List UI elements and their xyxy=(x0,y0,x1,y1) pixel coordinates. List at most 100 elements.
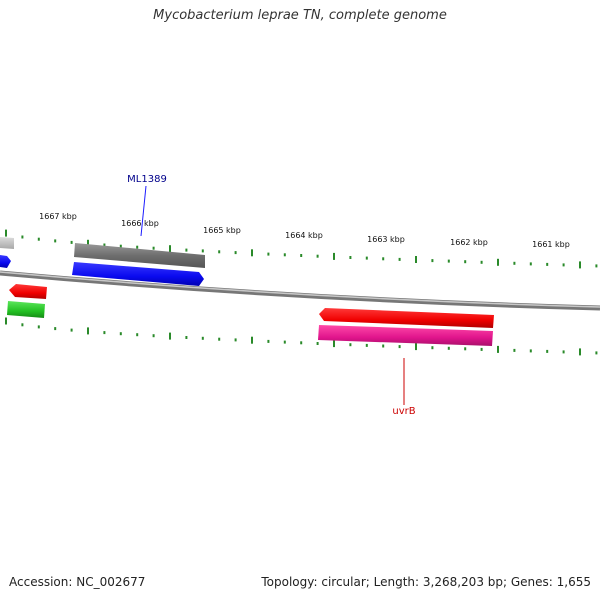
minor-tick xyxy=(316,254,319,258)
major-tick xyxy=(415,343,417,351)
minor-tick xyxy=(267,339,270,343)
minor-tick xyxy=(398,345,401,349)
minor-tick xyxy=(595,264,598,268)
minor-tick xyxy=(152,246,155,250)
lower-tick-marks xyxy=(5,317,598,356)
minor-tick xyxy=(529,262,532,266)
minor-tick xyxy=(201,249,204,253)
tick-label-1666: 1666 kbp xyxy=(121,219,159,228)
minor-tick xyxy=(316,342,319,345)
minor-tick xyxy=(513,348,516,352)
minor-tick xyxy=(103,331,106,335)
minor-tick xyxy=(119,332,122,336)
feature-light-gray-left[interactable] xyxy=(0,237,14,249)
major-tick xyxy=(415,256,417,263)
minor-tick xyxy=(70,240,73,244)
feature-red-small[interactable] xyxy=(9,284,47,299)
minor-tick xyxy=(218,250,221,254)
gene-label-ml1389[interactable]: ML1389 xyxy=(127,174,167,185)
gene-label-uvrb[interactable]: uvrB xyxy=(392,406,415,417)
major-tick xyxy=(497,345,499,353)
minor-tick xyxy=(349,256,352,259)
feature-ml1389[interactable] xyxy=(74,243,205,268)
major-tick xyxy=(497,258,499,266)
major-tick xyxy=(579,348,581,356)
major-tick xyxy=(5,317,7,325)
tick-label-1662: 1662 kbp xyxy=(450,238,488,247)
minor-tick xyxy=(464,347,467,351)
minor-tick xyxy=(185,248,188,252)
feature-blue-left[interactable] xyxy=(0,255,11,268)
major-tick xyxy=(169,245,171,253)
minor-tick xyxy=(300,341,303,345)
map-title: Mycobacterium leprae TN, complete genome xyxy=(153,8,447,23)
tick-label-1667: 1667 kbp xyxy=(39,212,77,221)
minor-tick xyxy=(546,262,549,266)
major-tick xyxy=(251,336,253,344)
minor-tick xyxy=(136,333,139,337)
minor-tick xyxy=(234,338,237,342)
major-tick xyxy=(251,249,253,257)
tick-label-1663: 1663 kbp xyxy=(367,235,405,244)
minor-tick xyxy=(464,260,467,264)
minor-tick xyxy=(70,328,73,332)
minor-tick xyxy=(447,259,450,263)
minor-tick xyxy=(21,235,24,239)
minor-tick xyxy=(152,334,155,338)
minor-tick xyxy=(136,245,139,249)
major-tick xyxy=(87,327,89,335)
major-tick xyxy=(333,340,335,348)
minor-tick xyxy=(529,349,532,353)
minor-tick xyxy=(54,327,57,331)
minor-tick xyxy=(218,337,221,341)
minor-tick xyxy=(447,346,450,350)
minor-tick xyxy=(185,336,188,339)
accession-text: Accession: NC_002677 xyxy=(9,575,146,589)
minor-tick xyxy=(234,251,237,255)
genome-backbone-highlight xyxy=(0,271,600,308)
minor-tick xyxy=(562,263,565,267)
feature-blue-arrow[interactable] xyxy=(72,262,204,286)
minor-tick xyxy=(283,253,286,257)
minor-tick xyxy=(365,343,368,347)
minor-tick xyxy=(365,256,368,260)
minor-tick xyxy=(513,261,516,265)
minor-tick xyxy=(103,243,106,247)
minor-tick xyxy=(300,254,303,257)
minor-tick xyxy=(480,260,483,264)
minor-tick xyxy=(382,344,385,348)
feature-uvrb[interactable] xyxy=(318,325,493,346)
minor-tick xyxy=(201,336,204,340)
minor-tick xyxy=(431,259,434,263)
major-tick xyxy=(87,239,89,247)
minor-tick xyxy=(595,351,598,355)
feature-red-long[interactable] xyxy=(319,308,494,328)
genome-backbone xyxy=(0,270,600,311)
minor-tick xyxy=(267,252,270,256)
tick-label-1661: 1661 kbp xyxy=(532,240,570,249)
major-tick xyxy=(333,252,335,260)
minor-tick xyxy=(37,237,40,241)
tick-label-1665: 1665 kbp xyxy=(203,226,241,235)
minor-tick xyxy=(54,239,57,243)
tick-label-1664: 1664 kbp xyxy=(285,231,323,240)
minor-tick xyxy=(546,349,549,353)
minor-tick xyxy=(480,347,483,351)
minor-tick xyxy=(37,325,40,329)
minor-tick xyxy=(382,257,385,261)
feature-green-small[interactable] xyxy=(7,301,45,318)
minor-tick xyxy=(562,350,565,354)
minor-tick xyxy=(21,323,24,327)
minor-tick xyxy=(398,257,401,261)
upper-tick-marks xyxy=(5,229,598,269)
major-tick xyxy=(5,229,7,237)
minor-tick xyxy=(349,343,352,347)
major-tick xyxy=(169,332,171,340)
minor-tick xyxy=(431,346,434,350)
minor-tick xyxy=(119,244,122,248)
major-tick xyxy=(579,261,581,269)
minor-tick xyxy=(283,340,286,344)
ml1389-leader-line xyxy=(140,185,147,237)
genome-summary-text: Topology: circular; Length: 3,268,203 bp… xyxy=(261,575,591,589)
